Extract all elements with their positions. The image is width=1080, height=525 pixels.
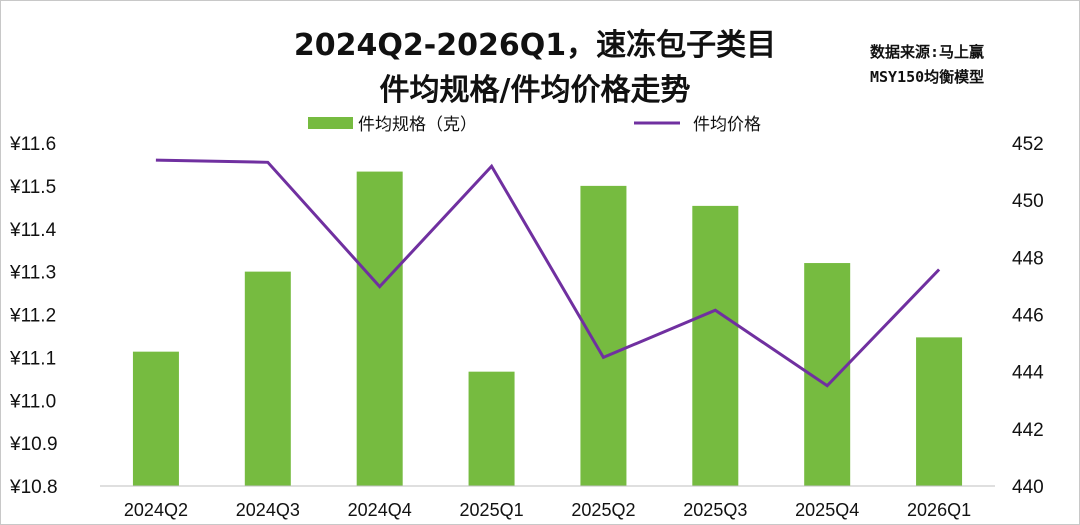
bar bbox=[916, 337, 963, 486]
bar bbox=[580, 185, 627, 486]
category-label: 2024Q4 bbox=[348, 500, 412, 520]
legend-bar-swatch bbox=[308, 117, 353, 129]
bar bbox=[356, 171, 403, 487]
right-tick-label: 444 bbox=[1012, 363, 1044, 384]
left-tick-label: ¥10.9 bbox=[9, 434, 58, 455]
category-label: 2024Q3 bbox=[236, 500, 300, 520]
left-tick-label: ¥11.0 bbox=[9, 391, 56, 412]
right-tick-label: 448 bbox=[1012, 248, 1044, 269]
left-axis-ticks: ¥10.8 ¥10.9 ¥11.0 ¥11.1 ¥11.2 ¥11.3 ¥11.4 ¥11.5… bbox=[9, 134, 58, 498]
line-series bbox=[155, 158, 941, 388]
left-tick-label: ¥11.3 bbox=[9, 263, 56, 284]
price-line bbox=[155, 158, 941, 388]
right-tick-label: 450 bbox=[1012, 191, 1044, 212]
source-line1: 数据来源:马上赢 bbox=[870, 43, 984, 61]
category-label: 2025Q2 bbox=[571, 500, 635, 520]
left-tick-label: ¥11.4 bbox=[9, 220, 57, 241]
right-tick-label: 452 bbox=[1012, 134, 1044, 155]
chart-title-line1: 2024Q2-2026Q1，速冻包子类目 bbox=[294, 28, 776, 63]
legend: 件均规格（克） 件均价格 bbox=[308, 115, 761, 135]
legend-line-label: 件均价格 bbox=[693, 115, 761, 135]
category-label: 2025Q3 bbox=[683, 500, 747, 520]
left-tick-label: ¥11.6 bbox=[9, 134, 56, 155]
right-tick-label: 442 bbox=[1012, 420, 1044, 441]
right-axis-ticks: 440 442 444 446 448 450 452 bbox=[1012, 134, 1044, 498]
legend-bar-label: 件均规格（克） bbox=[358, 115, 477, 135]
bar bbox=[132, 351, 179, 486]
left-tick-label: ¥10.8 bbox=[9, 477, 58, 498]
left-tick-label: ¥11.5 bbox=[9, 177, 56, 198]
category-label: 2025Q1 bbox=[460, 500, 524, 520]
category-label: 2025Q4 bbox=[795, 500, 859, 520]
bar bbox=[244, 271, 291, 486]
category-label: 2026Q1 bbox=[907, 500, 971, 520]
right-tick-label: 440 bbox=[1012, 477, 1044, 498]
category-labels: 2024Q2 2024Q3 2024Q4 2025Q1 2025Q2 2025Q3 2025… bbox=[124, 500, 971, 520]
source-line2: MSY150均衡模型 bbox=[870, 68, 984, 86]
right-tick-label: 446 bbox=[1012, 306, 1044, 327]
left-tick-label: ¥11.1 bbox=[9, 348, 56, 369]
chart-title-line2: 件均规格/件均价格走势 bbox=[380, 73, 691, 108]
bar-series bbox=[132, 171, 963, 487]
bar bbox=[468, 371, 515, 486]
bar bbox=[692, 205, 739, 486]
left-tick-label: ¥11.2 bbox=[9, 306, 56, 327]
category-label: 2024Q2 bbox=[124, 500, 188, 520]
